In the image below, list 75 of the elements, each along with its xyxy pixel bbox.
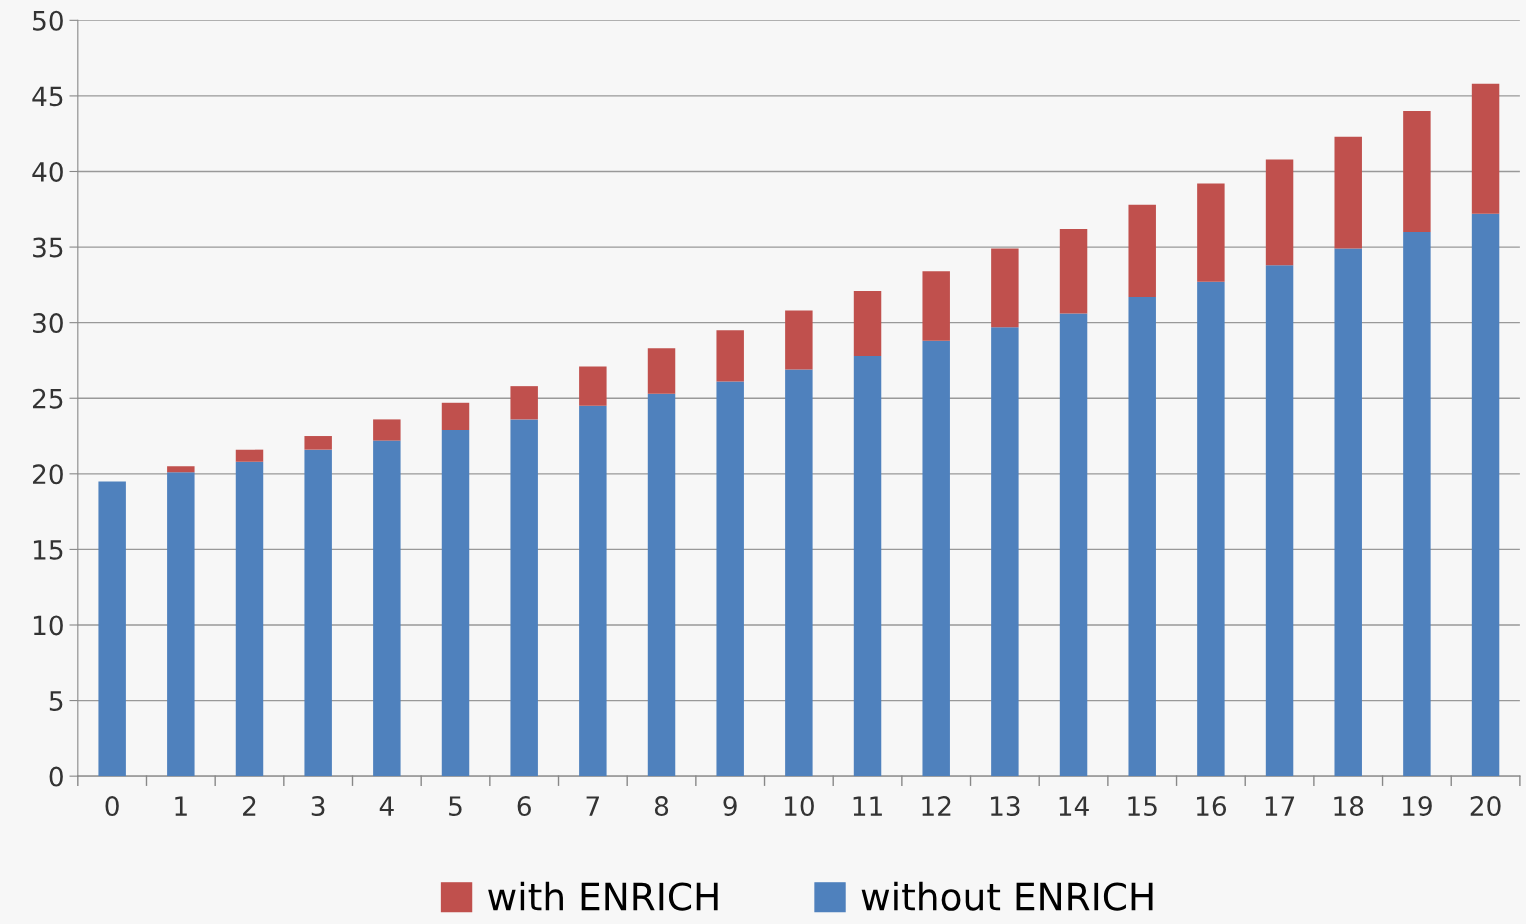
y-tick-label: 25 (32, 388, 63, 409)
bar (922, 271, 950, 341)
bar (991, 248, 1019, 328)
y-tick-label: 30 (33, 313, 63, 334)
bar (579, 366, 607, 406)
bar (647, 393, 676, 777)
x-tick-label: 9 (723, 796, 737, 817)
x-tick-label: 20 (1470, 796, 1501, 817)
bar (785, 369, 813, 777)
bar (991, 327, 1019, 777)
x-tick-label: 10 (784, 796, 814, 817)
x-tick-label: 5 (449, 796, 462, 817)
bar (1265, 265, 1294, 777)
legend-label: with ENRICH (488, 881, 718, 911)
bar (853, 290, 882, 356)
y-tick-label: 5 (49, 691, 63, 711)
bar (1334, 248, 1362, 777)
bar (1128, 296, 1156, 777)
bar (1334, 136, 1362, 249)
y-tick-label: 20 (32, 464, 63, 485)
y-tick-label: 15 (33, 540, 63, 560)
bar (579, 405, 607, 777)
bar (716, 330, 744, 382)
x-tick-label: 17 (1265, 796, 1295, 816)
bar (647, 348, 676, 394)
x-tick-label: 12 (922, 796, 951, 816)
bar (441, 429, 470, 777)
x-tick-label: 3 (311, 796, 325, 817)
x-tick-label: 4 (379, 796, 394, 816)
bar (785, 310, 813, 370)
bar (510, 419, 538, 777)
bar (1471, 83, 1500, 214)
bar (716, 381, 744, 777)
y-tick-label: 50 (33, 10, 63, 31)
bar (1128, 204, 1156, 297)
bar (235, 449, 264, 462)
bar (235, 461, 264, 777)
bar (98, 481, 126, 777)
x-tick-label: 11 (853, 796, 882, 816)
bar (304, 436, 332, 450)
y-tick-label: 35 (33, 237, 63, 258)
bar (1059, 228, 1088, 314)
bar (304, 449, 332, 777)
bar (373, 419, 401, 441)
x-tick-label: 0 (105, 796, 119, 817)
x-tick-label: 16 (1196, 796, 1227, 817)
y-tick-label: 10 (33, 615, 63, 636)
x-tick-label: 8 (654, 796, 669, 817)
bar (441, 402, 470, 430)
bar (167, 472, 195, 777)
bar (853, 355, 882, 777)
x-tick-label: 7 (586, 796, 599, 816)
legend-label: without ENRICH (861, 881, 1153, 911)
bar (167, 466, 195, 473)
bar (1197, 183, 1225, 282)
bar (922, 340, 950, 777)
bar (1059, 313, 1088, 777)
x-tick-label: 6 (517, 796, 531, 817)
x-tick-label: 1 (175, 796, 187, 816)
x-tick-label: 15 (1128, 796, 1157, 817)
bar (1403, 111, 1431, 232)
bar (1471, 213, 1500, 777)
y-tick-label: 0 (49, 766, 63, 787)
y-tick-label: 45 (32, 86, 63, 107)
x-tick-label: 2 (243, 796, 256, 816)
x-tick-label: 18 (1334, 796, 1364, 817)
bar (373, 440, 401, 777)
bar (1403, 231, 1431, 777)
x-tick-label: 14 (1059, 796, 1089, 816)
bar (1197, 281, 1225, 777)
bar (510, 386, 538, 420)
y-tick-label: 40 (32, 161, 63, 182)
bar (1265, 159, 1294, 266)
x-tick-label: 19 (1403, 796, 1432, 817)
x-tick-label: 13 (990, 796, 1020, 817)
